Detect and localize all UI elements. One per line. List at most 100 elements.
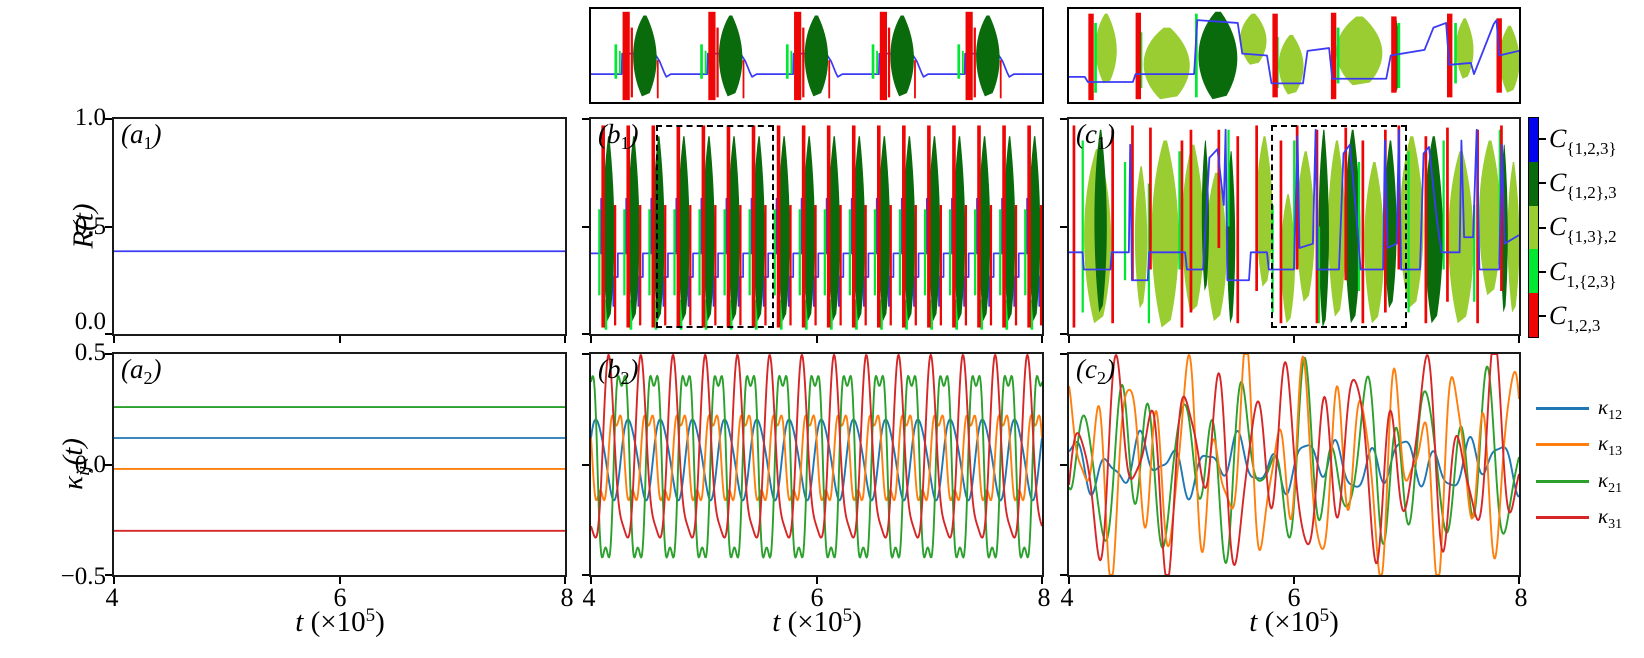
axis-tick: [105, 333, 112, 335]
x-tick-b-6: 6: [810, 583, 824, 612]
axis-tick: [105, 463, 112, 466]
colorbar-tick: [1539, 226, 1546, 229]
axis-tick: [1060, 463, 1067, 466]
panel-label-b2: (b2): [598, 354, 639, 388]
colorbar-segment-red: [1529, 293, 1538, 337]
legend-label-k13: κ13: [1598, 431, 1623, 459]
legend-label-k21: κ21: [1598, 468, 1623, 496]
plot-area-inset_c: [1069, 11, 1519, 101]
x-tick-c-6: 6: [1287, 583, 1301, 612]
axis-tick: [1068, 336, 1070, 343]
axis-tick: [1060, 118, 1067, 120]
axis-tick: [105, 574, 112, 576]
axis-tick: [582, 463, 589, 466]
axis-tick: [1293, 336, 1295, 343]
colorbar-tick: [1539, 182, 1546, 185]
panel-label-a2: (a2): [121, 354, 162, 388]
legend-line-k21: [1536, 480, 1589, 483]
axis-tick: [1068, 577, 1070, 584]
x-tick-b-4: 4: [582, 583, 596, 612]
colorbar-tick: [1539, 270, 1546, 273]
axis-tick: [1060, 353, 1067, 355]
axis-tick: [564, 336, 566, 343]
colorbar-segment-lightgreen: [1529, 205, 1538, 250]
colorbar-label-C1-23: C1,{2,3}: [1549, 257, 1617, 291]
axis-tick: [815, 577, 818, 584]
axis-tick: [564, 577, 566, 584]
x-axis-title-b: t (×105): [772, 605, 862, 638]
x-tick-c-4: 4: [1060, 583, 1074, 612]
colorbar-label-C1-2-3: C1,2,3: [1549, 301, 1601, 335]
plot-area-c2: [1069, 354, 1519, 575]
y1-tick-label-1.0: 1.0: [74, 104, 106, 131]
colorbar-tick: [1539, 138, 1546, 141]
axis-tick: [1060, 225, 1067, 228]
zoom-region-dashed-box: [656, 125, 774, 328]
zoom-region-dashed-box: [1270, 125, 1408, 328]
legend-label-k12: κ12: [1598, 395, 1623, 423]
panel-label-c1: (c1): [1076, 119, 1115, 153]
y1-tick-label-0.0: 0.0: [74, 308, 106, 335]
panel-c2: (c2): [1067, 352, 1521, 577]
plot-area-b1: [591, 125, 1042, 330]
x-tick-b-8: 8: [1037, 583, 1051, 612]
y2-tick-label-0.0: 0.0: [74, 451, 106, 478]
legend-line-k31: [1536, 516, 1589, 519]
legend-line-k12: [1536, 407, 1589, 410]
panel-a2: (a2): [112, 352, 567, 577]
legend-line-k13: [1536, 443, 1589, 446]
y-axis-title-R: R(t): [67, 203, 100, 249]
panel-a1: (a1): [112, 117, 567, 336]
axis-tick: [105, 225, 112, 228]
axis-tick: [582, 353, 589, 355]
axis-tick: [1041, 577, 1043, 584]
axis-tick: [1518, 577, 1520, 584]
axis-tick: [582, 118, 589, 120]
axis-tick: [1041, 336, 1043, 343]
colorbar-label-C13-2: C{1,3},2: [1549, 212, 1617, 246]
zoom-inset-panel-b: [589, 7, 1044, 104]
plot-area-b2: [591, 354, 1042, 559]
axis-tick: [105, 118, 112, 120]
axis-tick: [582, 333, 589, 335]
axis-tick: [582, 574, 589, 576]
panel-label-a1: (a1): [121, 119, 162, 153]
axis-tick: [582, 225, 589, 228]
axis-tick: [590, 577, 592, 584]
plot-area-a1: [114, 250, 565, 253]
panel-b1: (b1): [589, 117, 1044, 336]
colorbar-tick: [1539, 314, 1546, 317]
axis-tick: [338, 577, 341, 584]
plot-area-inset_b: [591, 11, 1042, 101]
axis-tick: [815, 336, 818, 343]
axis-tick: [105, 353, 112, 355]
axis-tick: [590, 336, 592, 343]
axis-tick: [1293, 577, 1295, 584]
x-tick-c-8: 8: [1514, 583, 1528, 612]
legend-label-k31: κ31: [1598, 504, 1623, 532]
y2-tick-label-0.5: 0.5: [74, 339, 106, 366]
colorbar-segment-green: [1529, 249, 1538, 294]
x-axis-title-c: t (×105): [1249, 605, 1339, 638]
axis-tick: [1518, 336, 1520, 343]
axis-tick: [113, 336, 115, 343]
zoom-inset-panel-c: [1067, 7, 1521, 104]
axis-tick: [1060, 333, 1067, 335]
sync-state-colorbar: [1528, 117, 1539, 338]
y-axis-title-kappa: κij(t): [57, 438, 94, 490]
colorbar-label-C123: C{1,2,3}: [1549, 124, 1617, 158]
panel-label-b1: (b1): [598, 119, 639, 153]
panel-label-c2: (c2): [1076, 354, 1115, 388]
panel-c1: (c1): [1067, 117, 1521, 336]
axis-tick: [1060, 574, 1067, 576]
colorbar-label-C12-3: C{1,2},3: [1549, 168, 1617, 202]
y1-tick-label-0.5: 0.5: [74, 213, 106, 240]
x-tick-a-4: 4: [105, 583, 119, 612]
plot-area-a2: [114, 406, 565, 532]
x-tick-a-8: 8: [560, 583, 574, 612]
axis-tick: [338, 336, 341, 343]
colorbar-segment-darkgreen: [1529, 161, 1538, 206]
y2-tick-label-neg0.5: −0.5: [60, 563, 106, 590]
x-tick-a-6: 6: [333, 583, 347, 612]
